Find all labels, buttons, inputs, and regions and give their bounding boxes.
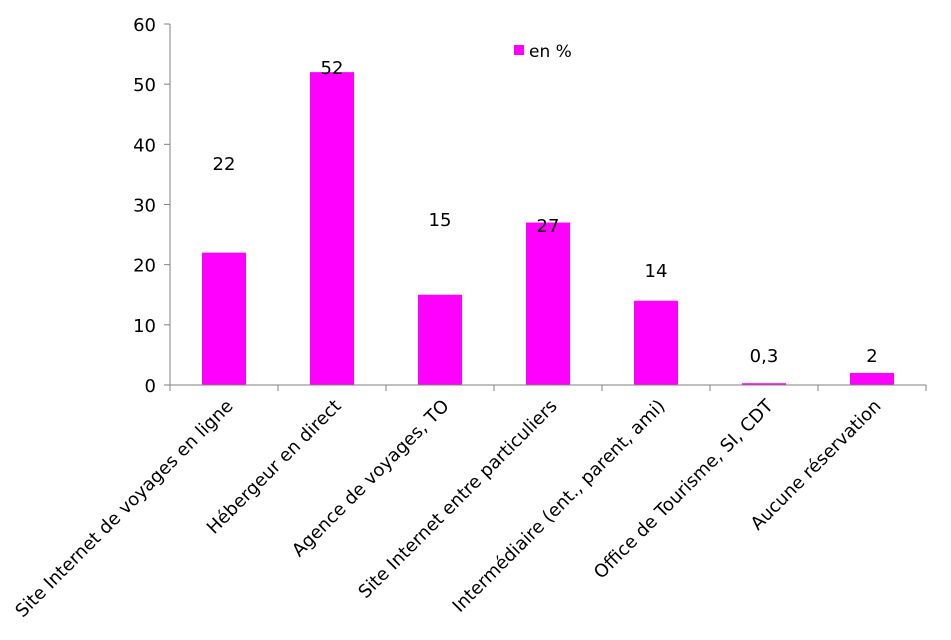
- x-category-label: Office de Tourisme, SI, CDT: [590, 395, 778, 583]
- data-label: 14: [645, 261, 668, 282]
- data-label: 15: [429, 210, 452, 231]
- x-category-label: Intermédiaire (ent., parent, ami): [449, 396, 670, 617]
- bars: [202, 72, 894, 385]
- data-labels: 22 52 15 27 14 0,3 2: [213, 58, 878, 367]
- data-label: 0,3: [750, 346, 779, 367]
- y-tick-label: 40: [133, 135, 156, 156]
- bar: [742, 383, 786, 385]
- x-axis: Site Internet de voyages en ligneHéberge…: [11, 384, 927, 622]
- bar: [310, 72, 354, 385]
- legend: en %: [514, 42, 572, 62]
- bar: [202, 252, 246, 385]
- y-tick-label: 60: [133, 15, 156, 36]
- y-tick-label: 30: [133, 196, 156, 217]
- bar: [850, 372, 894, 385]
- data-label: 22: [213, 154, 236, 175]
- legend-label: en %: [529, 42, 572, 62]
- y-axis: 0 10 20 30 40 50 60: [133, 15, 171, 397]
- legend-swatch: [514, 45, 524, 55]
- bar: [418, 294, 462, 385]
- y-tick-label: 20: [133, 256, 156, 277]
- x-category-label: Site Internet entre particuliers: [354, 396, 561, 603]
- bar: [526, 222, 570, 385]
- data-label: 27: [537, 216, 560, 237]
- data-label: 2: [866, 346, 877, 367]
- y-tick-label: 10: [133, 316, 156, 337]
- bar: [634, 300, 678, 385]
- y-tick-label: 0: [145, 376, 156, 397]
- x-category-label: Site Internet de voyages en ligne: [11, 396, 237, 622]
- y-tick-label: 50: [133, 75, 156, 96]
- data-label: 52: [321, 58, 344, 79]
